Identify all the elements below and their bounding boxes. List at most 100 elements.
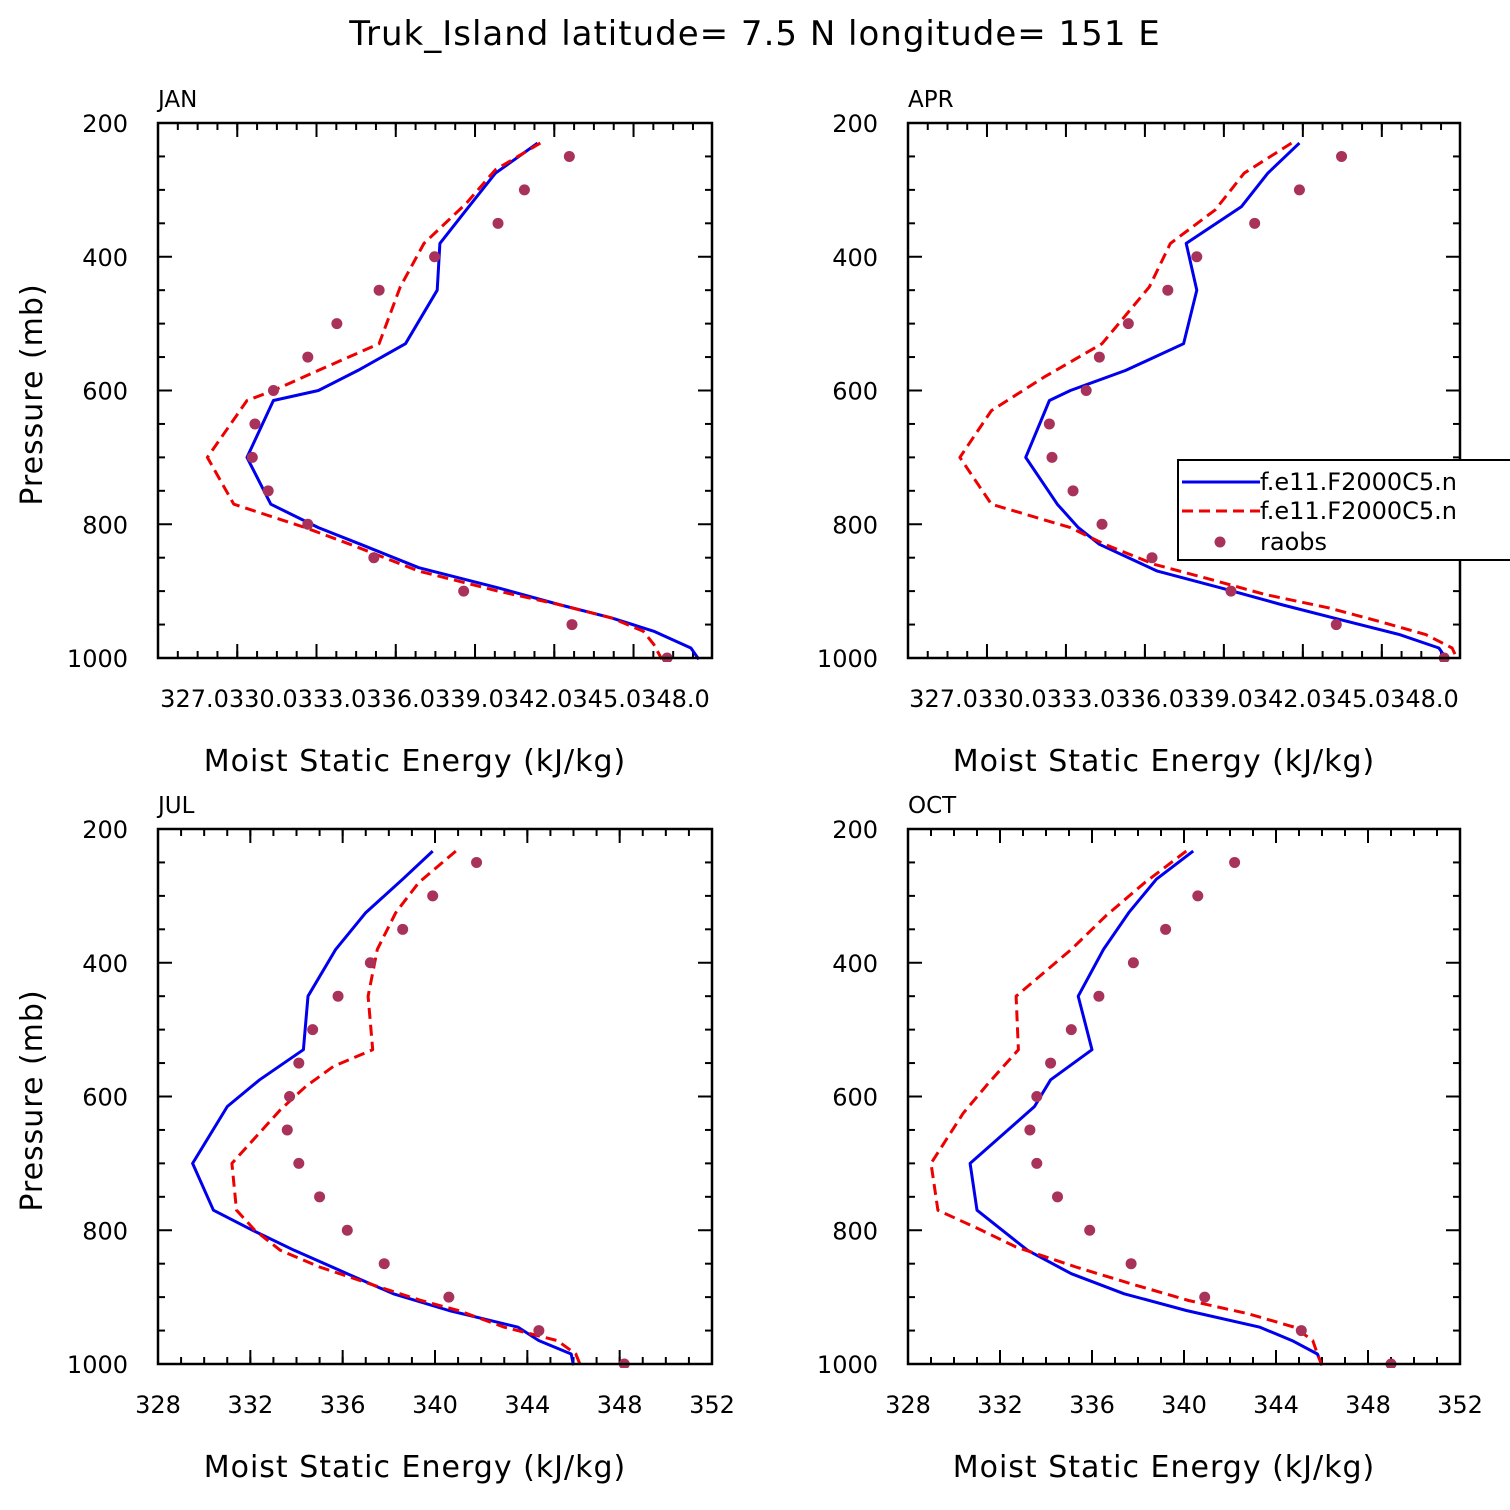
- panel-title: OCT: [908, 793, 957, 819]
- y-axis-label: Pressure (mb): [15, 283, 50, 505]
- raobs-point: [563, 150, 575, 162]
- y-tick-label: 400: [832, 950, 878, 978]
- raobs-point: [302, 518, 314, 530]
- raobs-point: [1162, 284, 1174, 296]
- y-tick-label: 800: [832, 511, 878, 539]
- y-tick-label: 200: [82, 110, 128, 138]
- raobs-point: [1052, 1191, 1063, 1203]
- x-tick-label: 348: [597, 1391, 643, 1419]
- raobs-point: [429, 251, 441, 263]
- x-tick-label: 344: [1253, 1391, 1299, 1419]
- x-tick-label: 336: [1069, 1391, 1115, 1419]
- raobs-point: [1046, 451, 1058, 463]
- x-axis-label: Moist Static Energy (kJ/kg): [953, 744, 1376, 779]
- raobs-point: [1096, 518, 1108, 530]
- x-tick-label: 348: [1345, 1391, 1391, 1419]
- x-axis-label: Moist Static Energy (kJ/kg): [204, 744, 627, 779]
- panels: JAN 200 400 600 800 1000 327.0330.0333.0336.03…: [15, 87, 1510, 1485]
- raobs-point: [262, 485, 274, 497]
- x-tick-label: 352: [1437, 1391, 1483, 1419]
- model-line-solid: [245, 141, 701, 661]
- raobs-point: [1122, 318, 1134, 330]
- raobs-point: [1065, 1024, 1077, 1036]
- raobs-point: [341, 1224, 353, 1236]
- raobs-point: [249, 418, 261, 430]
- y-tick-label: 600: [832, 378, 878, 406]
- panel-apr: APR 200 400 600 800 1000 327.0330.0333.0336.03…: [817, 87, 1462, 779]
- raobs-point: [373, 284, 385, 296]
- raobs-point: [1330, 619, 1342, 631]
- x-tick-label: 332: [977, 1391, 1023, 1419]
- y-tick-label: 800: [82, 1217, 128, 1245]
- raobs-point: [458, 585, 470, 597]
- legend: f.e11.F2000C5.nf.e11.F2000C5.n raobs: [1177, 459, 1510, 561]
- raobs-point: [1293, 184, 1305, 196]
- raobs-point: [1043, 418, 1055, 430]
- panel-jan: JAN 200 400 600 800 1000 327.0330.0333.0336.03…: [15, 87, 714, 779]
- legend-box: [1177, 459, 1510, 561]
- y-tick-label: 600: [82, 378, 128, 406]
- legend-label: f.e11.F2000C5.n: [1260, 497, 1457, 525]
- x-axis-label: Moist Static Energy (kJ/kg): [204, 1450, 627, 1485]
- raobs-point: [1295, 1325, 1307, 1337]
- raobs-point: [378, 1258, 390, 1270]
- raobs-point: [1192, 890, 1204, 902]
- legend-label: raobs: [1260, 528, 1327, 556]
- x-tick-label: 328: [885, 1391, 931, 1419]
- raobs-point: [1191, 251, 1203, 263]
- y-tick-label: 200: [832, 110, 878, 138]
- plot-area: [958, 141, 1459, 662]
- y-tick-label: 800: [82, 511, 128, 539]
- y-tick-label: 200: [832, 816, 878, 844]
- model-line-solid: [191, 850, 575, 1366]
- raobs-point: [1127, 957, 1139, 969]
- raobs-point: [307, 1024, 319, 1036]
- y-tick-label: 400: [82, 950, 128, 978]
- raobs-point: [1199, 1291, 1211, 1303]
- raobs-point: [1229, 856, 1241, 868]
- panel-title: APR: [908, 87, 954, 113]
- x-tick-label: 328: [135, 1391, 181, 1419]
- raobs-point: [302, 351, 314, 363]
- y-axis-label: Pressure (mb): [15, 989, 50, 1211]
- model-line-dashed: [958, 141, 1459, 660]
- raobs-point: [518, 184, 530, 196]
- y-tick-label: 400: [832, 244, 878, 272]
- raobs-point: [368, 552, 380, 564]
- raobs-point: [1336, 150, 1348, 162]
- model-line-solid: [968, 849, 1324, 1366]
- y-tick-label: 200: [82, 816, 128, 844]
- raobs-point: [1024, 1124, 1036, 1136]
- y-tick-label: 1000: [67, 1351, 128, 1379]
- raobs-point: [1225, 585, 1237, 597]
- raobs-point: [1125, 1258, 1137, 1270]
- axes-frame: [156, 827, 714, 1366]
- raobs-point: [1031, 1157, 1043, 1169]
- raobs-point: [314, 1191, 326, 1203]
- raobs-point: [533, 1325, 545, 1337]
- raobs-point: [364, 957, 376, 969]
- raobs-point: [1146, 552, 1158, 564]
- y-tick-label: 400: [82, 244, 128, 272]
- raobs-point: [1045, 1057, 1057, 1069]
- raobs-point: [1080, 385, 1092, 396]
- raobs-point: [566, 619, 578, 631]
- x-axis-label: Moist Static Energy (kJ/kg): [953, 1450, 1376, 1485]
- raobs-point: [1093, 351, 1105, 363]
- raobs-point: [331, 318, 343, 330]
- axes-frame: [906, 827, 1462, 1366]
- raobs-point: [284, 1091, 296, 1102]
- raobs-point: [1084, 1224, 1096, 1236]
- legend-dot: [1214, 536, 1226, 548]
- raobs-point: [492, 217, 504, 229]
- plot-area: [205, 141, 701, 662]
- raobs-point: [443, 1291, 455, 1303]
- axes-frame: [156, 121, 714, 660]
- x-tick-labels: 327.0330.0333.0336.0339.0342.0345.0348.0: [909, 685, 1459, 713]
- x-tick-label: 332: [227, 1391, 273, 1419]
- figure-title: Truk_Island latitude= 7.5 N longitude= 1…: [348, 14, 1161, 54]
- x-tick-label: 344: [504, 1391, 550, 1419]
- raobs-point: [397, 923, 409, 935]
